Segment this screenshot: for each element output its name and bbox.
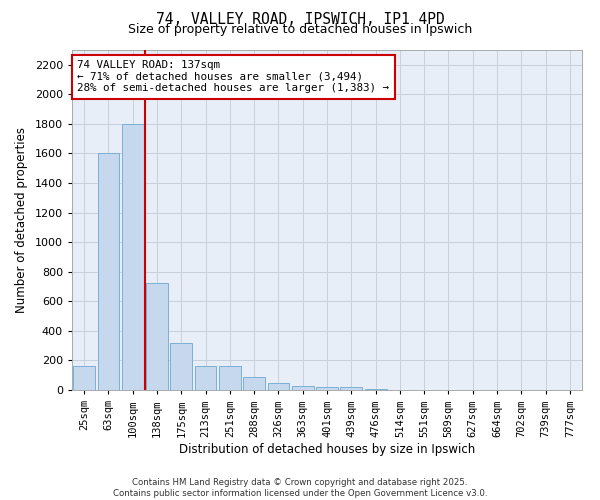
Bar [243, 378, 265, 390]
X-axis label: Distribution of detached houses by size in Ipswich: Distribution of detached houses by size … [179, 444, 475, 456]
Bar [268, 382, 289, 390]
Bar [316, 387, 338, 390]
Bar [122, 124, 143, 390]
Text: Size of property relative to detached houses in Ipswich: Size of property relative to detached ho… [128, 22, 472, 36]
Bar [194, 366, 217, 390]
Y-axis label: Number of detached properties: Number of detached properties [15, 127, 28, 313]
Bar [146, 283, 168, 390]
Bar [170, 342, 192, 390]
Bar [340, 387, 362, 390]
Bar [73, 366, 95, 390]
Text: 74, VALLEY ROAD, IPSWICH, IP1 4PD: 74, VALLEY ROAD, IPSWICH, IP1 4PD [155, 12, 445, 28]
Bar [97, 154, 119, 390]
Bar [219, 366, 241, 390]
Text: 74 VALLEY ROAD: 137sqm
← 71% of detached houses are smaller (3,494)
28% of semi-: 74 VALLEY ROAD: 137sqm ← 71% of detached… [77, 60, 389, 94]
Bar [292, 386, 314, 390]
Text: Contains HM Land Registry data © Crown copyright and database right 2025.
Contai: Contains HM Land Registry data © Crown c… [113, 478, 487, 498]
